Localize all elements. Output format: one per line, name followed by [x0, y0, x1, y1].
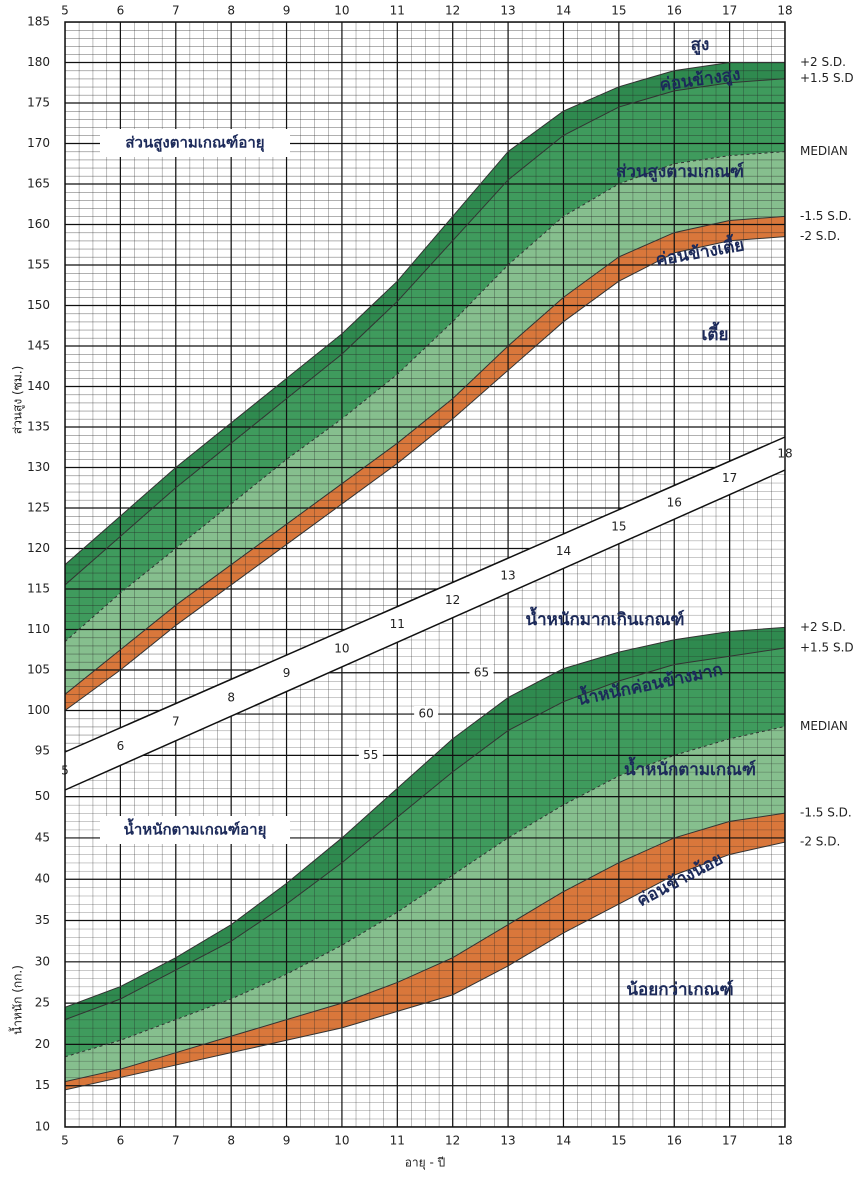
series-label: +1.5 S.D.: [800, 71, 854, 85]
x-tick-label: 17: [722, 1134, 737, 1148]
x-tick-label: 13: [500, 4, 515, 18]
strip-age-label: 15: [611, 520, 626, 534]
x-tick-label: 10: [334, 4, 349, 18]
strip-age-label: 7: [172, 715, 180, 729]
x-tick-label: 14: [556, 4, 571, 18]
y-axis-title: ส่วนสูง (ซม.): [11, 366, 26, 435]
x-tick-label: 13: [500, 1134, 515, 1148]
x-axis-title: อายุ - ปี: [405, 1156, 446, 1171]
x-tick-label: 9: [283, 1134, 291, 1148]
growth-chart: +2 S.D. +1.5 S.D. MEDIAN -1.5 S.D. -2 S.D. สู…: [0, 0, 854, 1178]
x-tick-label: 16: [667, 4, 682, 18]
zone-label: เตี้ย: [702, 321, 729, 345]
x-tick-label: 8: [227, 4, 235, 18]
x-tick-label: 14: [556, 1134, 571, 1148]
y-tick-label: 65: [474, 665, 489, 679]
zone-label: น้ำหนักตามเกณฑ์: [624, 756, 756, 780]
strip-age-label: 8: [227, 690, 235, 704]
series-label: MEDIAN: [800, 719, 848, 733]
y-tick-label: 135: [27, 420, 50, 434]
series-label: +2 S.D.: [800, 620, 846, 634]
strip-age-label: 6: [117, 739, 125, 753]
x-tick-label: 5: [61, 4, 69, 18]
x-tick-label: 8: [227, 1134, 235, 1148]
y-tick-label: 35: [35, 913, 50, 927]
series-label: -2 S.D.: [800, 835, 840, 849]
x-tick-label: 18: [777, 4, 792, 18]
strip-age-label: 16: [667, 495, 682, 509]
x-tick-label: 10: [334, 1134, 349, 1148]
y-tick-label: 155: [27, 258, 50, 272]
y-tick-label: 115: [27, 582, 50, 596]
x-tick-label: 15: [611, 1134, 626, 1148]
strip-age-label: 11: [390, 617, 405, 631]
panel-title: น้ำหนักตามเกณฑ์อายุ: [124, 818, 267, 840]
x-tick-label: 12: [445, 1134, 460, 1148]
y-tick-label: 150: [27, 298, 50, 312]
y-tick-label: 105: [27, 663, 50, 677]
series-label: -2 S.D.: [800, 229, 840, 243]
strip-age-label: 10: [334, 642, 349, 656]
zone-label: ส่วนสูงตามเกณฑ์: [616, 161, 744, 183]
x-tick-label: 15: [611, 4, 626, 18]
y-tick-label: 45: [35, 830, 50, 844]
zone-label: สูง: [691, 35, 710, 56]
x-tick-label: 6: [117, 4, 125, 18]
strip-age-label: 13: [500, 568, 515, 582]
panel-title: ส่วนสูงตามเกณฑ์อายุ: [125, 134, 264, 153]
y-tick-label: 130: [27, 460, 50, 474]
y-tick-label: 170: [27, 136, 50, 150]
zone-label: น้อยกว่าเกณฑ์: [626, 979, 733, 1000]
series-label: +1.5 S.D.: [800, 640, 854, 654]
y-tick-label: 185: [27, 15, 50, 29]
series-label: MEDIAN: [800, 144, 848, 158]
series-label: +2 S.D.: [800, 55, 846, 69]
y-tick-label: 100: [27, 703, 50, 717]
y-tick-label: 110: [27, 622, 50, 636]
y-tick-label: 60: [419, 707, 434, 721]
x-tick-label: 16: [667, 1134, 682, 1148]
series-label: -1.5 S.D.: [800, 806, 852, 820]
strip-age-label: 12: [445, 593, 460, 607]
y-tick-label: 40: [35, 872, 50, 886]
strip-age-label: 14: [556, 544, 571, 558]
y-tick-label: 25: [35, 996, 50, 1010]
x-tick-label: 12: [445, 4, 460, 18]
x-tick-label: 5: [61, 1134, 69, 1148]
y-tick-label: 10: [35, 1120, 50, 1134]
x-tick-label: 9: [283, 4, 291, 18]
x-tick-label: 7: [172, 4, 180, 18]
y-tick-label: 50: [35, 789, 50, 803]
zone-label: น้ำหนักมากเกินเกณฑ์: [525, 606, 684, 630]
y-tick-label: 175: [27, 96, 50, 110]
y-tick-label: 20: [35, 1037, 50, 1051]
y-tick-label: 120: [27, 541, 50, 555]
y-tick-label: 160: [27, 217, 50, 231]
y-tick-label: 180: [27, 55, 50, 69]
x-tick-label: 18: [777, 1134, 792, 1148]
y-tick-label: 95: [35, 744, 50, 758]
x-tick-label: 7: [172, 1134, 180, 1148]
y-tick-label: 140: [27, 379, 50, 393]
y-tick-label: 145: [27, 339, 50, 353]
series-label: -1.5 S.D.: [800, 209, 852, 223]
x-tick-label: 17: [722, 4, 737, 18]
y-axis-title: น้ำหนัก (กก.): [9, 965, 25, 1035]
y-tick-label: 30: [35, 954, 50, 968]
x-tick-label: 6: [117, 1134, 125, 1148]
y-tick-label: 165: [27, 177, 50, 191]
y-tick-label: 15: [35, 1078, 50, 1092]
y-tick-label: 125: [27, 501, 50, 515]
x-tick-label: 11: [390, 4, 405, 18]
strip-age-label: 9: [283, 666, 291, 680]
x-tick-label: 11: [390, 1134, 405, 1148]
strip-age-label: 17: [722, 471, 737, 485]
y-tick-label: 55: [363, 748, 378, 762]
